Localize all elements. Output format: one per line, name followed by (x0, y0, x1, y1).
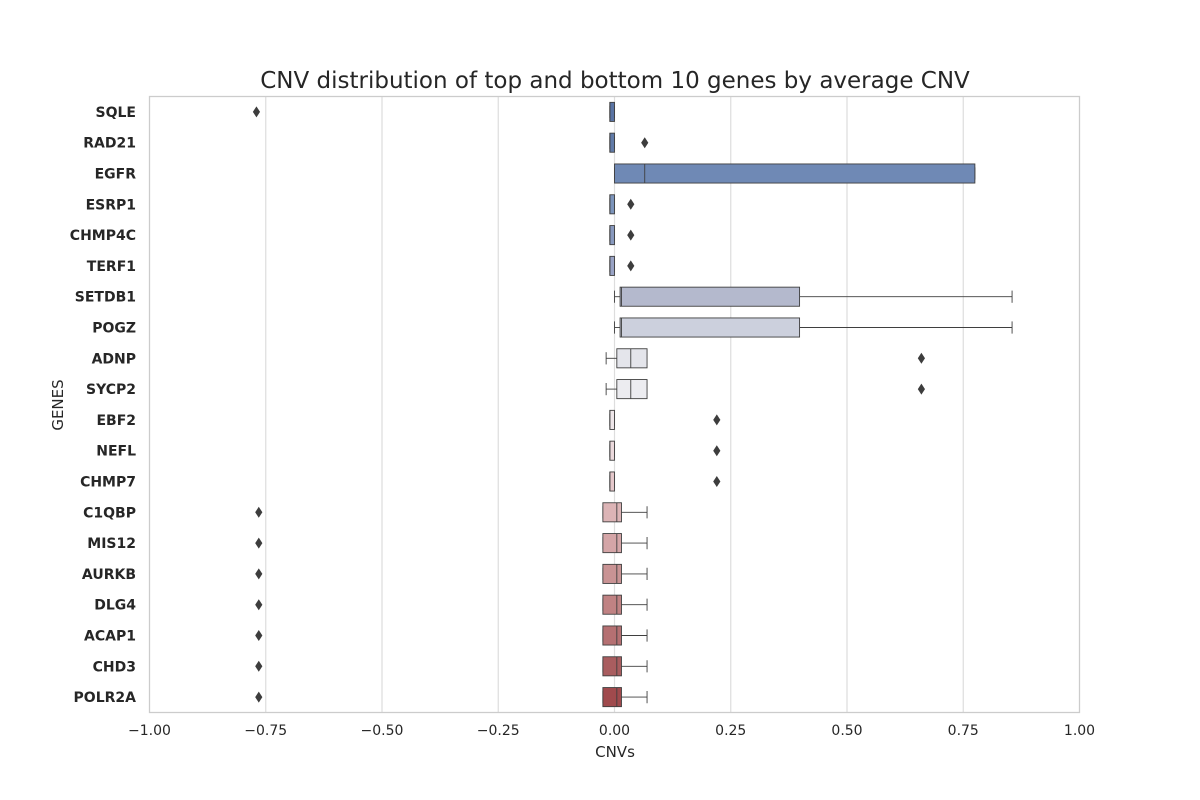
box-nefl (609, 440, 615, 461)
y-category-label: EGFR (95, 167, 137, 183)
y-category-label: TERF1 (87, 259, 136, 275)
box-rad21 (609, 132, 615, 153)
y-category-label: CHD3 (93, 659, 136, 675)
outlier-point (255, 599, 263, 611)
box-sycp2 (616, 379, 648, 400)
box-setdb1 (619, 286, 801, 307)
outlier-point (255, 537, 263, 549)
y-category-labels: SQLE RAD21 EGFR ESRP1 CHMP4C TERF1 SETDB1 POGZ A… (70, 105, 136, 706)
y-category-label: ESRP1 (86, 197, 136, 213)
box-c1qbp (602, 502, 622, 523)
box-terf1 (609, 255, 615, 276)
y-category-label: DLG4 (94, 598, 136, 614)
outlier-point (627, 198, 635, 210)
box-chd3 (602, 656, 622, 677)
box-pogz (619, 317, 801, 338)
y-category-label: SQLE (96, 105, 136, 121)
y-category-label: CHMP4C (70, 228, 136, 244)
x-tick-label: 1.00 (1064, 723, 1095, 739)
box-sqle (609, 101, 615, 122)
outlier-point (713, 476, 721, 487)
y-category-label: CHMP7 (80, 475, 136, 491)
y-category-label: C1QBP (83, 505, 136, 521)
box-chmp7 (609, 471, 615, 492)
x-axis-label: CNVs (595, 743, 635, 761)
y-axis-label: GENES (49, 379, 67, 430)
outlier-point (255, 660, 263, 672)
x-tick-label: 0.75 (948, 723, 979, 739)
x-tick-label: 0.50 (831, 723, 862, 739)
y-category-label: AURKB (82, 567, 136, 583)
box-chmp4c (609, 225, 615, 246)
y-category-label: RAD21 (83, 136, 136, 152)
y-category-label: MIS12 (87, 536, 136, 552)
y-category-label: SYCP2 (86, 382, 136, 398)
box-ebf2 (609, 409, 615, 430)
y-category-label: ACAP1 (84, 629, 136, 645)
x-tick-label: −0.25 (477, 723, 520, 739)
box-aurkb (602, 563, 622, 584)
outlier-point (713, 445, 721, 457)
box-acap1 (602, 625, 622, 646)
box-polr2a (602, 687, 622, 708)
grid-lines (265, 96, 964, 713)
outlier-point (252, 106, 261, 118)
x-tick-label: 0.00 (599, 723, 630, 739)
x-tick-labels: −1.00 −0.75 −0.50 −0.25 0.00 0.25 0.50 0.75 1.00 (128, 723, 1095, 739)
y-category-label: POGZ (92, 321, 136, 337)
outlier-point (255, 630, 263, 641)
box-adnp (616, 348, 648, 369)
outlier-point (627, 229, 635, 241)
x-tick-label: −1.00 (128, 723, 171, 739)
outlier-point (641, 137, 649, 149)
box-mis12 (602, 533, 622, 554)
y-category-label: NEFL (96, 444, 136, 460)
outlier-point (255, 691, 263, 703)
x-tick-label: −0.75 (244, 723, 287, 739)
outlier-point (255, 568, 263, 580)
box-series (252, 101, 1013, 708)
y-category-label: ADNP (92, 351, 136, 367)
outlier-point (917, 352, 925, 364)
box-dlg4 (602, 594, 622, 615)
outlier-point (713, 414, 721, 426)
y-category-label: POLR2A (74, 690, 137, 706)
y-category-label: EBF2 (96, 413, 136, 429)
outlier-point (917, 383, 925, 395)
x-tick-label: −0.50 (361, 723, 404, 739)
plot-frame (148, 95, 1081, 714)
outlier-point (627, 260, 635, 272)
y-category-label: SETDB1 (75, 290, 136, 306)
box-esrp1 (609, 194, 615, 215)
box-egfr (614, 163, 976, 184)
chart-title: CNV distribution of top and bottom 10 ge… (260, 68, 970, 94)
outlier-point (255, 506, 263, 518)
x-tick-label: 0.25 (715, 723, 746, 739)
